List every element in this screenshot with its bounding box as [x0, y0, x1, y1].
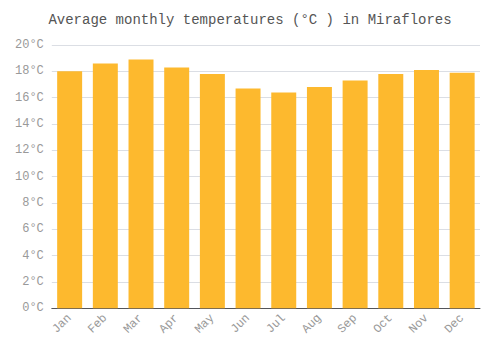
svg-text:Mar: Mar [121, 311, 146, 336]
svg-text:4°C: 4°C [22, 249, 44, 263]
svg-text:Average monthly temperatures (: Average monthly temperatures (°C ) in Mi… [48, 12, 451, 28]
svg-text:Nov: Nov [406, 311, 431, 336]
svg-text:18°C: 18°C [15, 64, 44, 78]
svg-text:20°C: 20°C [15, 38, 44, 52]
svg-text:Apr: Apr [156, 311, 181, 336]
svg-text:Dec: Dec [442, 311, 467, 336]
svg-text:6°C: 6°C [22, 222, 44, 236]
svg-text:Jul: Jul [264, 311, 289, 336]
svg-text:Oct: Oct [371, 311, 396, 336]
svg-text:10°C: 10°C [15, 170, 44, 184]
svg-text:Feb: Feb [85, 311, 110, 336]
svg-text:0°C: 0°C [22, 301, 44, 315]
svg-text:Jan: Jan [49, 311, 74, 336]
svg-text:12°C: 12°C [15, 143, 44, 157]
svg-text:Jun: Jun [228, 311, 253, 336]
svg-text:May: May [192, 311, 217, 336]
svg-text:Aug: Aug [299, 311, 324, 336]
svg-text:2°C: 2°C [22, 275, 44, 289]
svg-text:14°C: 14°C [15, 117, 44, 131]
svg-text:16°C: 16°C [15, 91, 44, 105]
svg-text:Sep: Sep [335, 311, 360, 336]
svg-text:8°C: 8°C [22, 196, 44, 210]
